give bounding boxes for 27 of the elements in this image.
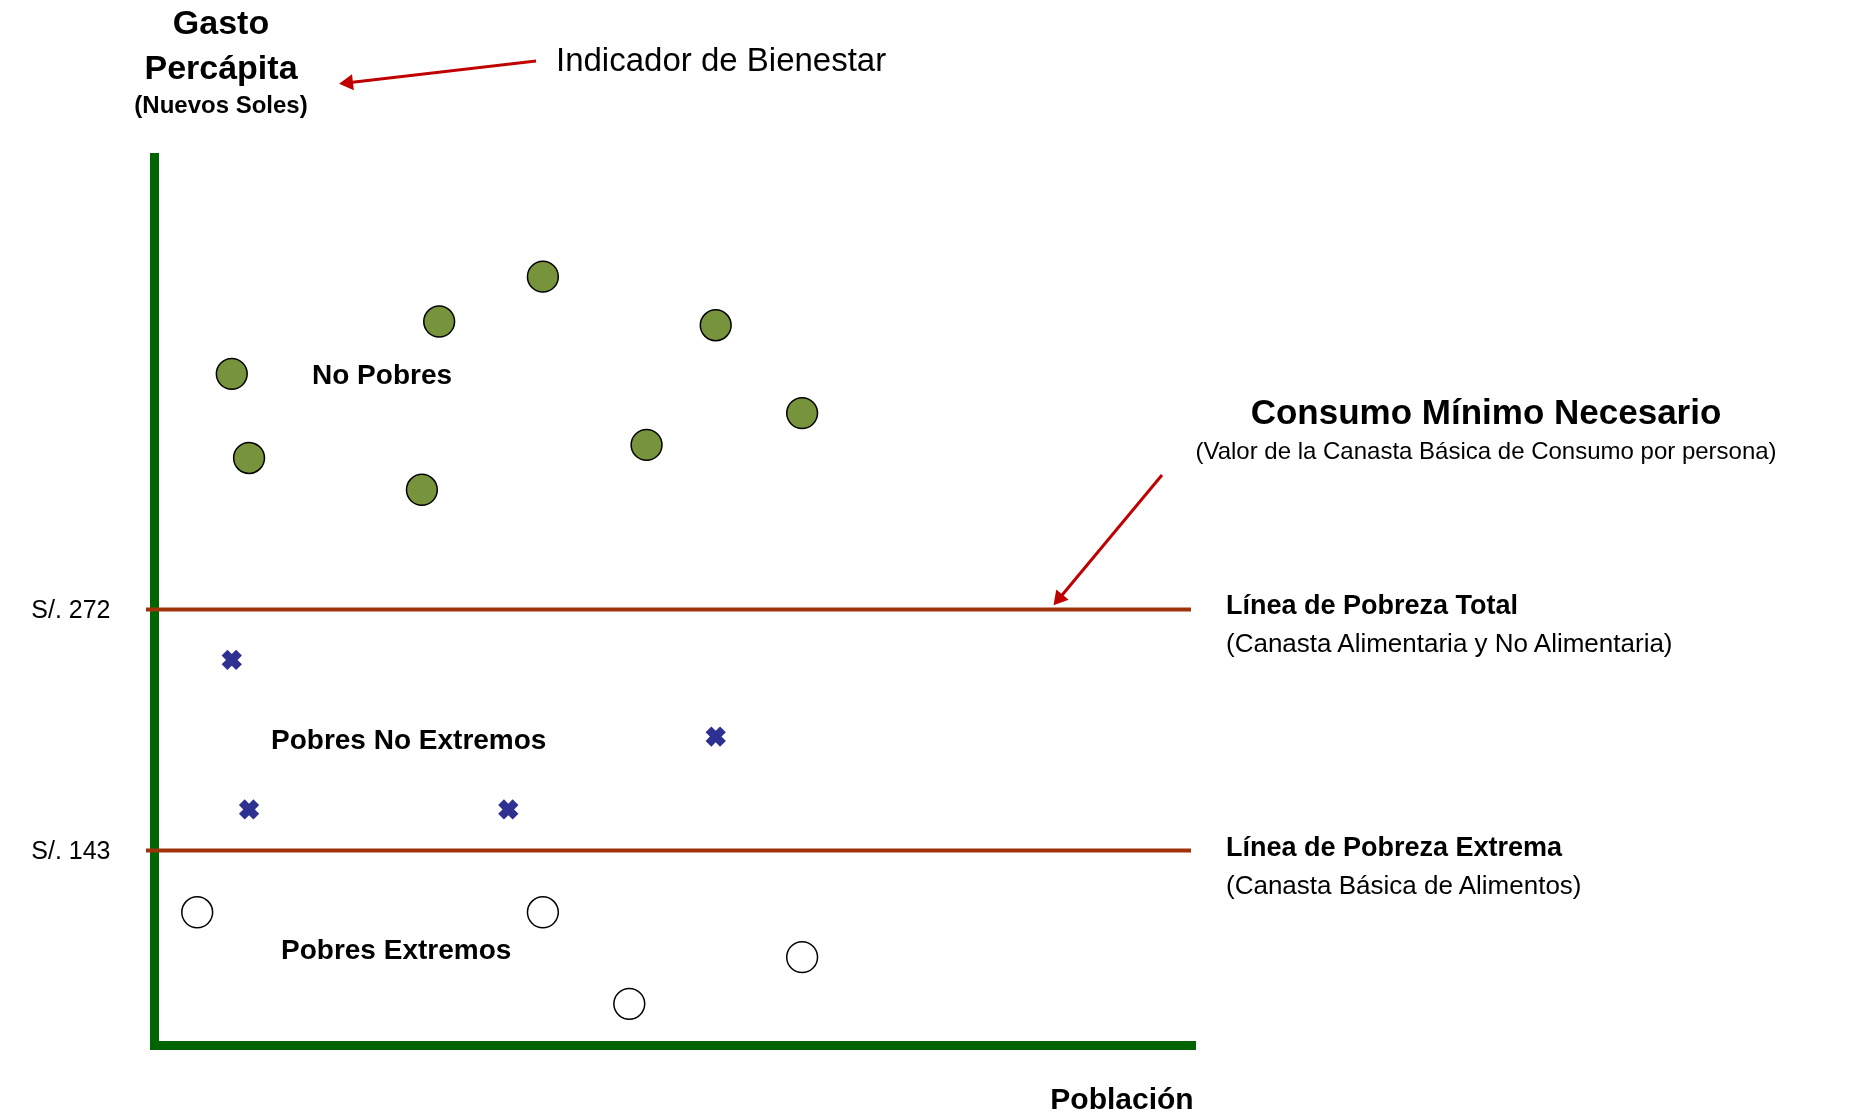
y-axis-title: Gasto Percápita (Nuevos Soles) <box>134 3 308 118</box>
point <box>785 941 819 974</box>
point <box>423 305 456 338</box>
ref-line-label: Línea de Pobreza Extrema (Canasta Básica de Alimentos) <box>1226 831 1582 900</box>
point <box>705 726 726 747</box>
point <box>526 896 560 929</box>
point <box>221 649 242 671</box>
point <box>238 799 260 820</box>
text: Consumo Mínimo Necesario (Valor de la Canasta Básica de Consumo por persona) <box>1195 392 1777 464</box>
annotation: No Pobres <box>312 359 453 390</box>
ref-line-label: Línea de Pobreza Total (Canasta Alimentaria y No Alimentaria) <box>1226 590 1673 659</box>
y-tick-label: S/. 272 <box>31 594 111 623</box>
point <box>699 309 732 342</box>
point <box>232 441 266 475</box>
annotation: Pobres Extremos <box>281 934 512 965</box>
point <box>526 260 560 293</box>
point <box>785 396 819 430</box>
point <box>613 987 646 1020</box>
point <box>215 357 248 390</box>
text: Indicador de Bienestar <box>556 41 887 78</box>
x-axis-title: Población <box>1050 1082 1194 1115</box>
point <box>630 428 663 462</box>
annotation: Pobres No Extremos <box>271 724 547 755</box>
point <box>498 799 519 820</box>
point <box>405 473 439 506</box>
y-tick-label: S/. 143 <box>31 836 111 865</box>
point <box>181 896 214 929</box>
